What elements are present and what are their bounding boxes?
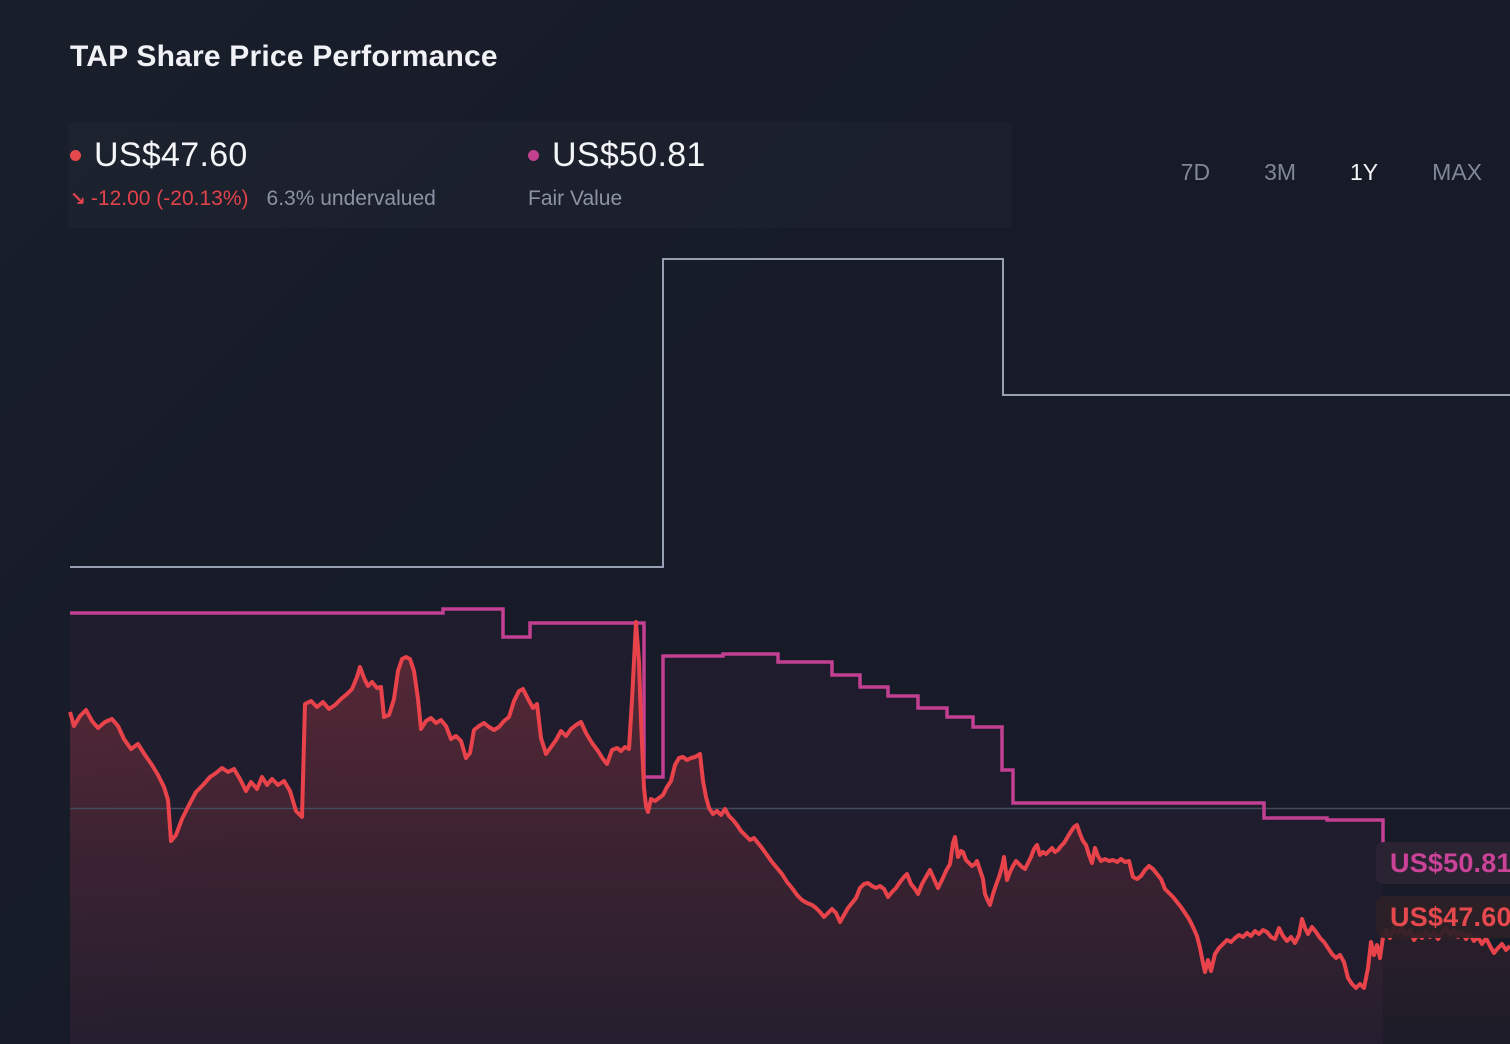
share-price-legend: US$47.60 ↘ -12.00 (-20.13%) 6.3% underva…	[70, 136, 436, 211]
fair-value-dot-icon	[528, 150, 539, 161]
range-button-3m[interactable]: 3M	[1264, 159, 1297, 185]
range-selector: 7D 3M 1Y MAX	[1181, 157, 1482, 187]
share-price-dot-icon	[70, 150, 81, 161]
fair-value-axis-label: US$50.81	[1390, 847, 1510, 878]
undervalued-text: 6.3% undervalued	[266, 187, 436, 210]
range-button-7d[interactable]: 7D	[1180, 159, 1211, 185]
fair-value-label: Fair Value	[528, 187, 623, 210]
range-button-1y[interactable]: 1Y	[1350, 159, 1379, 185]
fair-value-value: US$50.81	[552, 136, 706, 174]
down-right-arrow-icon: ↘	[70, 188, 86, 210]
price-change-text: -12.00 (-20.13%)	[90, 187, 249, 210]
fair-value-legend: US$50.81 Fair Value	[528, 136, 706, 211]
range-button-max[interactable]: MAX	[1432, 159, 1482, 185]
page-title: TAP Share Price Performance	[70, 40, 498, 73]
fair-value-axis-badge: US$50.81	[1376, 842, 1510, 884]
share-price-axis-badge: US$47.60	[1376, 896, 1510, 938]
share-price-value: US$47.60	[94, 136, 248, 174]
share-price-axis-label: US$47.60	[1390, 901, 1510, 932]
price-change: ↘ -12.00 (-20.13%)	[70, 187, 249, 211]
